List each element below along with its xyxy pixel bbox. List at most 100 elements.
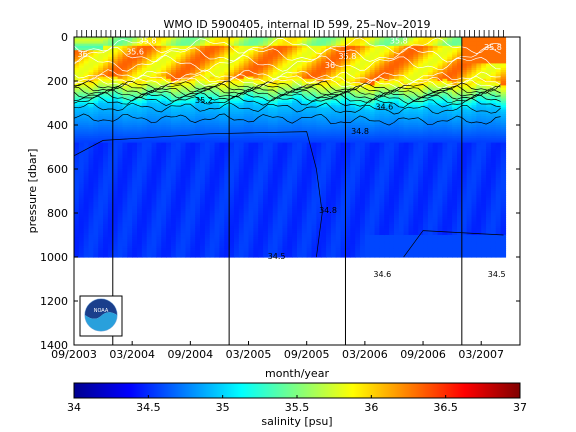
field-cell	[103, 248, 109, 251]
field-cell	[88, 107, 94, 111]
field-cell	[83, 50, 90, 53]
field-cell	[311, 235, 317, 238]
field-cell	[297, 224, 303, 227]
field-cell	[74, 92, 80, 95]
field-cell	[137, 87, 143, 91]
field-cell	[214, 228, 221, 232]
field-cell	[306, 248, 313, 251]
field-cell	[98, 105, 104, 108]
field-cell	[229, 127, 235, 130]
field-cell	[132, 114, 138, 117]
field-cell	[248, 197, 254, 201]
field-cell	[74, 114, 80, 117]
field-cell	[156, 114, 162, 117]
field-cell	[132, 210, 138, 214]
field-cell	[195, 195, 201, 199]
field-cell	[141, 103, 148, 106]
field-cell	[243, 67, 250, 71]
field-cell	[146, 221, 153, 225]
field-cell	[267, 153, 274, 157]
field-cell	[272, 162, 279, 166]
field-cell	[200, 230, 206, 234]
field-cell	[166, 56, 172, 60]
field-cell	[258, 94, 264, 97]
field-cell	[161, 193, 167, 196]
field-cell	[267, 213, 274, 216]
field-cell	[238, 221, 245, 225]
field-cell	[103, 41, 109, 45]
field-cell	[151, 248, 158, 251]
field-cell	[107, 149, 114, 152]
field-cell	[166, 158, 172, 161]
field-cell	[83, 81, 90, 84]
field-cell	[166, 133, 172, 137]
field-cell	[311, 59, 317, 62]
field-cell	[112, 65, 119, 69]
field-cell	[306, 195, 313, 199]
field-cell	[103, 133, 109, 137]
field-cell	[263, 232, 269, 236]
field-cell	[233, 129, 240, 133]
field-cell	[311, 144, 317, 148]
field-cell	[170, 129, 177, 133]
field-cell	[214, 210, 221, 214]
field-cell	[156, 237, 162, 240]
field-cell	[277, 70, 284, 73]
field-cell	[103, 63, 109, 67]
field-cell	[190, 50, 196, 53]
field-cell	[248, 210, 254, 214]
field-cell	[141, 217, 148, 221]
field-cell	[180, 155, 187, 159]
field-cell	[78, 37, 85, 40]
field-cell	[107, 147, 114, 150]
field-cell	[127, 65, 133, 69]
field-cell	[204, 241, 211, 245]
field-cell	[112, 125, 119, 128]
field-cell	[103, 78, 109, 82]
field-cell	[132, 151, 138, 155]
field-cell	[224, 52, 230, 56]
field-cell	[122, 147, 128, 150]
field-cell	[98, 65, 104, 69]
field-cell	[74, 129, 80, 133]
field-cell	[233, 122, 240, 126]
field-cell	[214, 125, 221, 128]
field-cell	[287, 140, 293, 144]
field-cell	[248, 204, 254, 207]
field-cell	[272, 136, 279, 139]
field-cell	[229, 142, 235, 146]
field-cell	[166, 61, 172, 64]
field-cell	[98, 228, 104, 232]
field-cell	[277, 215, 284, 218]
field-cell	[146, 206, 153, 210]
field-cell	[243, 120, 250, 124]
field-cell	[107, 133, 114, 137]
field-cell	[112, 215, 119, 218]
field-cell	[161, 254, 167, 258]
field-cell	[127, 243, 133, 247]
field-cell	[258, 210, 264, 214]
field-cell	[224, 83, 230, 86]
field-cell	[267, 142, 274, 146]
field-cell	[306, 215, 313, 218]
field-cell	[185, 63, 191, 67]
field-cell	[146, 217, 153, 221]
field-cell	[282, 254, 288, 258]
field-cell	[127, 193, 133, 196]
field-cell	[190, 169, 196, 172]
field-cell	[297, 122, 303, 126]
field-cell	[195, 116, 201, 119]
field-cell	[151, 81, 158, 84]
field-cell	[161, 56, 167, 60]
field-cell	[301, 59, 308, 62]
field-cell	[233, 193, 240, 196]
field-cell	[112, 219, 119, 223]
field-cell	[156, 191, 162, 194]
field-cell	[170, 63, 177, 67]
field-cell	[195, 237, 201, 240]
field-cell	[267, 96, 274, 100]
field-cell	[117, 252, 124, 256]
field-cell	[233, 202, 240, 205]
field-cell	[272, 243, 279, 247]
field-cell	[238, 138, 245, 141]
